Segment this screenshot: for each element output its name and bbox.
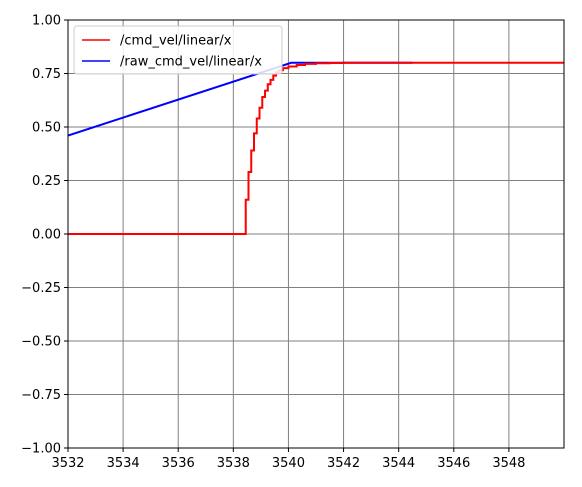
y-tick-label: 0.25 [32,174,61,189]
y-tick-label: 0.00 [32,228,61,243]
legend: /cmd_vel/linear/x/raw_cmd_vel/linear/x [73,25,283,75]
y-tick-label: 0.75 [32,67,61,82]
x-tick-label: 3546 [437,456,470,471]
axis-ticks: 3532 3534 3536 3538 3540 3542 3544 3546 3548 −1.0… [21,14,525,472]
x-tick-label: 3544 [382,456,415,471]
x-tick-label: 3538 [217,456,250,471]
x-tick-label: 3536 [162,456,195,471]
x-tick-label: 3540 [272,456,305,471]
x-tick-label: 3542 [327,456,360,471]
y-tick-label: −0.50 [21,335,61,350]
legend-box [73,25,283,75]
series-line-0 [68,61,564,235]
legend-label: /raw_cmd_vel/linear/x [120,55,262,70]
x-tick-label: 3534 [107,456,140,471]
y-tick-label: −0.25 [21,281,61,296]
x-tick-label: 3548 [492,456,525,471]
y-tick-label: 1.00 [32,14,61,29]
x-tick-label: 3532 [51,456,84,471]
y-tick-label: −0.75 [21,388,61,403]
y-tick-label: −1.00 [21,442,61,457]
series-lines [67,61,564,235]
legend-label: /cmd_vel/linear/x [120,34,232,49]
y-tick-label: 0.50 [32,121,61,136]
